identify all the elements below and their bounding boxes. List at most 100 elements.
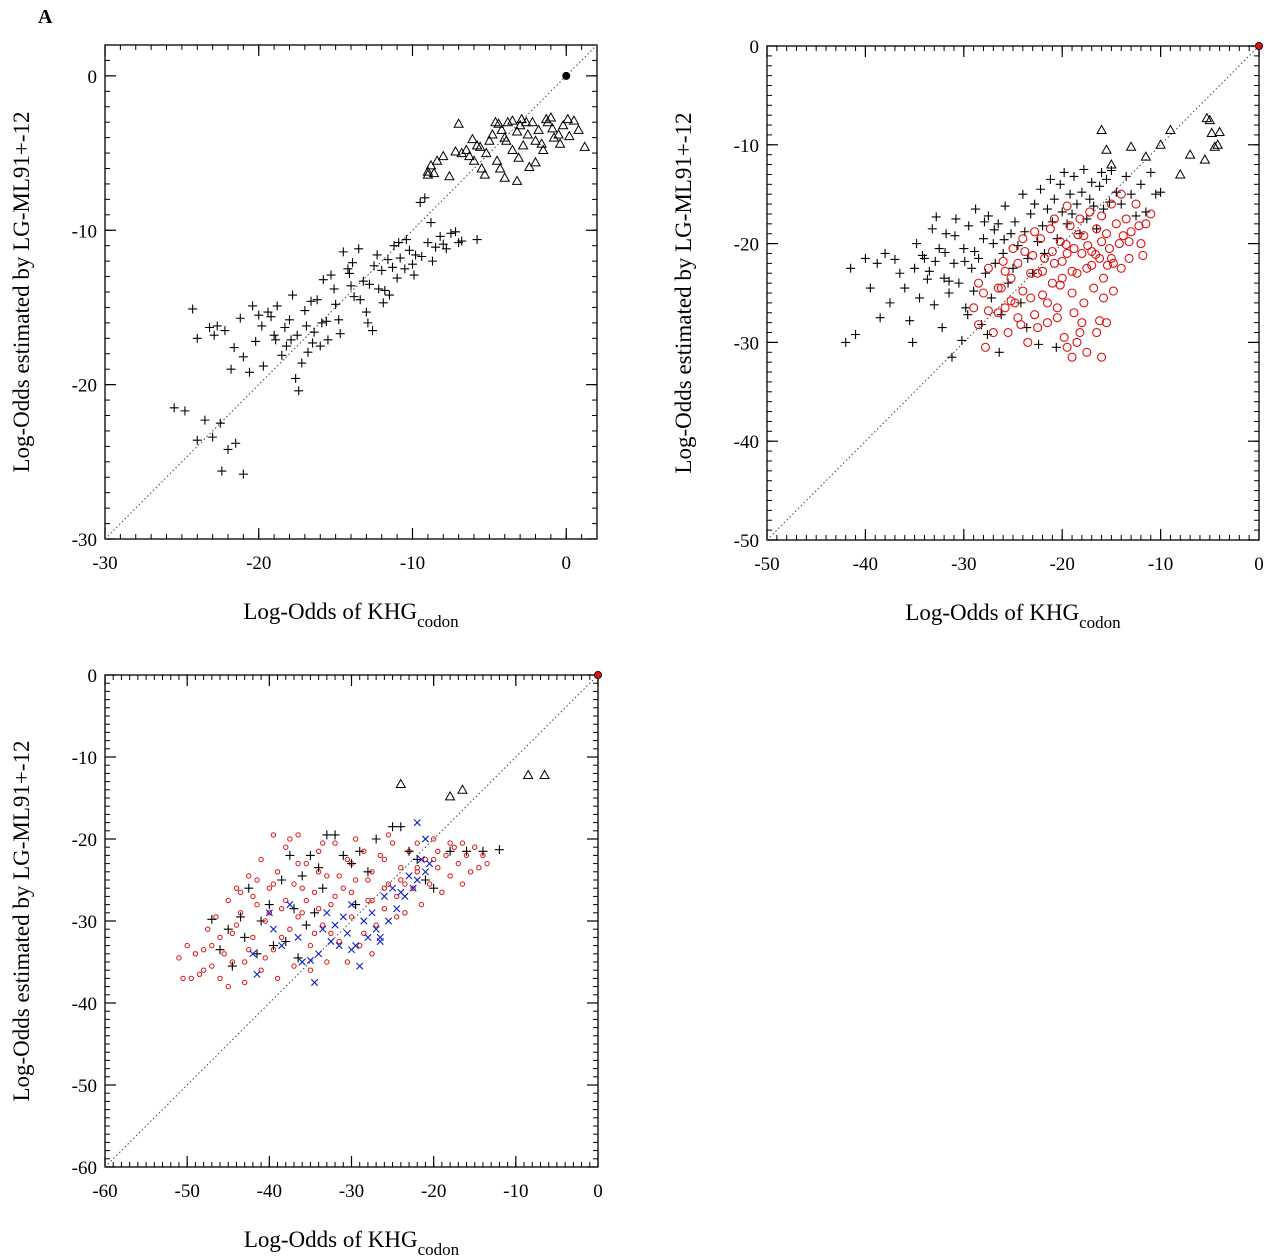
plus-point — [996, 310, 1006, 320]
circle-point — [258, 856, 264, 863]
origin-point — [1255, 42, 1264, 51]
plus-point — [371, 834, 381, 844]
triangle-point — [533, 124, 544, 134]
plus-point — [355, 295, 365, 305]
circle-point — [1106, 253, 1116, 263]
plus-point — [1101, 174, 1111, 184]
circle-point — [266, 910, 273, 916]
circle-point — [1000, 266, 1010, 276]
plus-point — [318, 275, 328, 285]
circle-point — [369, 897, 375, 904]
circle-point — [393, 914, 400, 920]
triangle-point — [450, 145, 461, 156]
plus-point — [934, 244, 944, 254]
triangle-point — [1209, 141, 1221, 151]
x-axis-title: Log-Odds of KHGcodon — [905, 600, 1121, 632]
triangle-point — [437, 150, 449, 161]
circle-point — [320, 922, 326, 928]
circle-point — [303, 860, 310, 867]
plus-point — [235, 313, 245, 323]
triangle-point — [425, 159, 437, 170]
circle-point — [200, 947, 207, 953]
circle-point — [373, 922, 379, 928]
cross-point — [253, 970, 261, 978]
circle-point — [435, 848, 441, 854]
cross-point — [360, 917, 368, 925]
circle-point — [439, 889, 445, 895]
triangle-point — [568, 115, 580, 125]
plus-point — [388, 262, 398, 272]
plus-point — [865, 283, 875, 293]
circle-point — [1077, 318, 1087, 328]
x-tick-label: 0 — [1254, 554, 1264, 575]
plus-point — [1045, 174, 1055, 184]
plus-point — [994, 347, 1004, 357]
plus-point — [369, 261, 379, 271]
plus-point — [957, 335, 967, 345]
cross-point — [269, 925, 278, 933]
circle-point — [1082, 347, 1092, 357]
plus-point — [927, 224, 937, 234]
plus-point — [358, 276, 368, 286]
triangle-point — [530, 135, 541, 145]
plus-point — [217, 466, 227, 476]
diagonal-line — [766, 45, 1260, 541]
plus-point — [192, 333, 202, 343]
triangle-point — [511, 125, 523, 136]
circle-point — [1072, 268, 1082, 278]
plus-point — [192, 435, 202, 445]
circle-point — [209, 963, 215, 969]
y-tick-label: -10 — [72, 221, 97, 242]
circle-point — [1023, 337, 1033, 347]
cross-point — [409, 884, 417, 892]
circle-point — [1098, 293, 1109, 303]
plus-point — [910, 263, 920, 273]
triangle-point — [480, 147, 492, 158]
plus-point — [1051, 342, 1061, 352]
circle-point — [340, 885, 346, 891]
circle-point — [311, 889, 318, 895]
plus-point — [1055, 179, 1065, 189]
plus-point — [180, 406, 190, 416]
circle-point — [262, 955, 268, 961]
triangle-point — [464, 150, 475, 161]
series-triangle — [1096, 112, 1225, 179]
circle-point — [459, 881, 466, 887]
circle-point — [344, 856, 351, 863]
triangle-point — [484, 135, 495, 145]
plus-point — [301, 321, 311, 331]
circle-point — [357, 942, 363, 949]
circle-point — [241, 959, 248, 965]
plus-point — [293, 953, 303, 963]
cross-point — [417, 855, 425, 864]
circle-point — [398, 877, 404, 883]
plus-point — [355, 846, 365, 856]
y-axis-title: Log-Odds estimated by LG-ML91+-12 — [671, 112, 696, 473]
circle-point — [1062, 342, 1072, 352]
circle-point — [278, 906, 285, 912]
circle-point — [233, 885, 240, 891]
plus-point — [330, 830, 340, 840]
plus-point — [188, 304, 198, 314]
plus-point — [900, 283, 910, 293]
plus-point — [383, 255, 393, 265]
plus-point — [423, 238, 433, 248]
triangle-point — [444, 790, 456, 801]
circle-point — [1026, 293, 1036, 303]
circle-point — [1033, 323, 1043, 333]
triangle-point — [1165, 124, 1176, 134]
plus-point — [979, 217, 989, 227]
circle-point — [974, 320, 984, 330]
circle-point — [221, 951, 227, 957]
circle-point — [250, 934, 256, 941]
plus-point — [974, 253, 984, 263]
circle-point — [1045, 224, 1055, 234]
plus-point — [1121, 171, 1131, 181]
plus-point — [427, 256, 437, 266]
y-tick-label: -50 — [734, 531, 759, 552]
circle-point — [270, 832, 277, 838]
circle-point — [1062, 201, 1072, 211]
triangle-point — [1204, 114, 1216, 125]
plus-point — [846, 263, 856, 273]
circle-point — [283, 844, 289, 850]
